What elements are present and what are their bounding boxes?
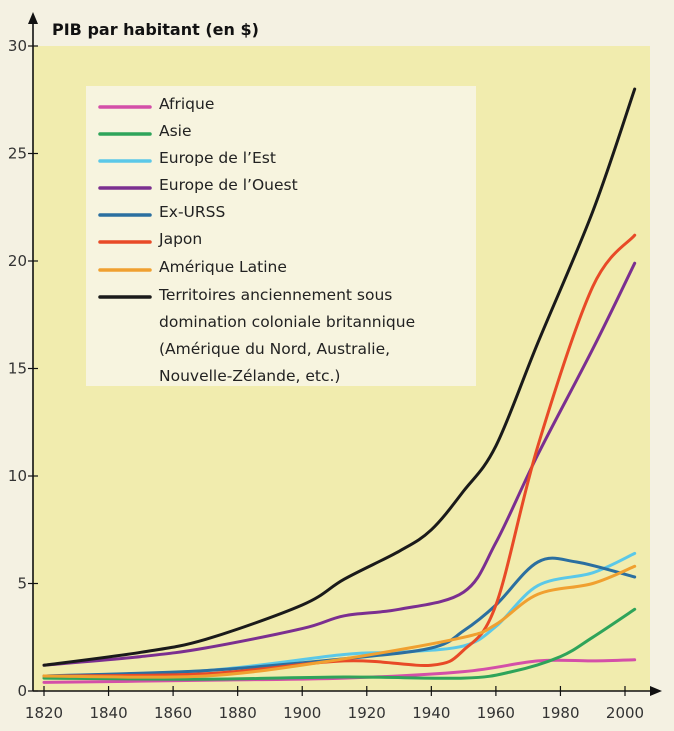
y-tick-label: 20 [8,252,27,270]
legend-label: Japon [158,230,202,248]
x-tick-label: 1940 [412,704,450,722]
legend-label: Amérique Latine [159,258,287,276]
legend-label: Europe de l’Ouest [159,176,298,194]
x-tick-label: 1880 [219,704,257,722]
legend-label: domination coloniale britannique [159,313,415,331]
x-tick-label: 1860 [154,704,192,722]
y-tick-label: 5 [17,575,27,593]
x-axis-arrow [650,686,662,696]
x-tick-label: 1960 [477,704,515,722]
y-axis-label: PIB par habitant (en $) [52,20,259,39]
x-tick-label: 1920 [348,704,386,722]
y-tick-label: 10 [8,467,27,485]
legend-label: Nouvelle-Zélande, etc.) [159,367,340,385]
series-line-6 [42,233,637,678]
series-lines [42,87,637,684]
legend-label: Territoires anciennement sous [158,286,392,304]
legend-label: Asie [159,122,192,140]
x-tick-label: 1980 [541,704,579,722]
legend-label: Europe de l’Est [159,149,276,167]
y-axis-arrow [28,12,38,24]
x-tick-label: 1840 [89,704,127,722]
series-line-8 [42,87,637,667]
x-tick-label: 2000 [606,704,644,722]
x-tick-label: 1820 [25,704,63,722]
series-line-4 [42,261,637,667]
y-tick-label: 15 [8,360,27,378]
series-line-7 [42,564,637,679]
y-tick-label: 0 [17,682,27,700]
y-tick-label: 25 [8,145,27,163]
legend: Afrique Asie Europe de l’Est Europe de l’Ou… [86,86,476,386]
legend-label: Ex-URSS [159,203,225,221]
legend-label: Afrique [159,95,214,113]
series-line-2 [42,607,637,681]
legend-box [86,86,476,386]
legend-label: (Amérique du Nord, Australie, [159,340,390,358]
axes: 0 5 10 15 20 25 30 1820 1840 1860 1880 1900 1920 1940… [8,12,662,722]
y-tick-label: 30 [8,37,27,55]
x-tick-label: 1900 [283,704,321,722]
